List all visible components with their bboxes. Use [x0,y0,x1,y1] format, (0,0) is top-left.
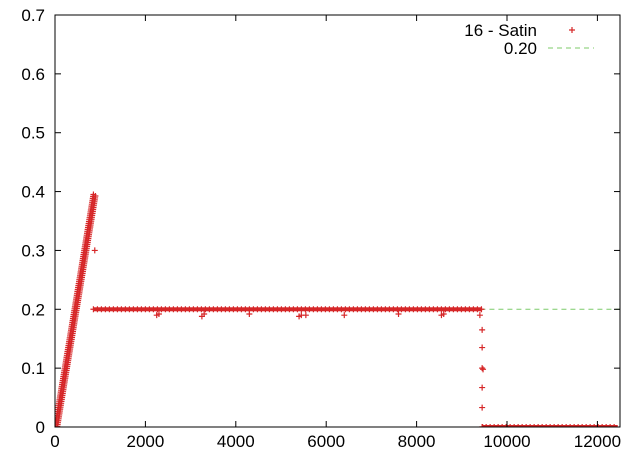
data-point [515,424,522,427]
data-point [91,247,98,254]
data-point [523,424,530,427]
data-point [491,424,498,427]
data-point [395,310,402,317]
y-tick-label: 0 [36,418,45,437]
data-point [479,404,486,411]
data-point [341,312,348,319]
data-point [611,424,618,427]
y-tick-label: 0.3 [21,241,45,260]
x-tick-label: 12000 [574,432,621,451]
data-point [479,344,486,351]
data-point [555,424,562,427]
data-point [246,310,253,317]
data-point [487,424,494,427]
y-tick-label: 0.4 [21,183,45,202]
data-point [583,424,590,427]
data-point [543,424,550,427]
data-point [476,312,483,319]
data-point [507,424,514,427]
data-point [539,424,546,427]
data-point [479,326,486,333]
data-layer [55,191,620,427]
data-point [479,365,486,372]
data-point [607,424,614,427]
x-tick-label: 0 [50,432,59,451]
axes: 0 2000 4000 6000 8000 10000 12000 0 0.1 0.2 0.3 0.4… [21,6,621,451]
x-tick-label: 10000 [483,432,530,451]
data-point [567,424,574,427]
data-point [511,424,518,427]
data-point [480,366,487,373]
data-point [547,424,554,427]
x-tick-label: 8000 [398,432,436,451]
data-point [563,424,570,427]
data-point [155,310,162,317]
plot-area [55,191,620,427]
y-tick-label: 0.2 [21,300,45,319]
y-tick-label: 0.7 [21,6,45,25]
y-tick-label: 0.5 [21,124,45,143]
y-tick-label: 0.1 [21,359,45,378]
data-point [519,424,526,427]
data-point [531,424,538,427]
data-point [595,424,602,427]
data-point [591,424,598,427]
data-point [575,424,582,427]
data-point [571,424,578,427]
data-point [499,424,506,427]
data-point [479,424,486,427]
data-point [559,424,566,427]
data-point [503,424,510,427]
data-point [551,424,558,427]
y-tick-label: 0.6 [21,65,45,84]
data-point [479,384,486,391]
data-point [579,424,586,427]
data-point [527,424,534,427]
data-point [483,424,490,427]
legend-label-reference: 0.20 [504,39,537,58]
data-point [201,310,208,317]
legend-label-satin: 16 - Satin [464,21,537,40]
data-point [440,310,447,317]
plot-frame [54,14,621,428]
data-point [587,424,594,427]
data-point [603,424,610,427]
x-tick-label: 2000 [126,432,164,451]
data-point [92,193,99,200]
data-point [535,424,542,427]
x-tick-label: 6000 [307,432,345,451]
data-point [478,306,485,313]
data-point [302,312,309,319]
legend-marker-satin [569,27,575,33]
data-point [495,424,502,427]
series-satin [55,191,618,427]
x-tick-label: 4000 [217,432,255,451]
data-point [599,424,606,427]
